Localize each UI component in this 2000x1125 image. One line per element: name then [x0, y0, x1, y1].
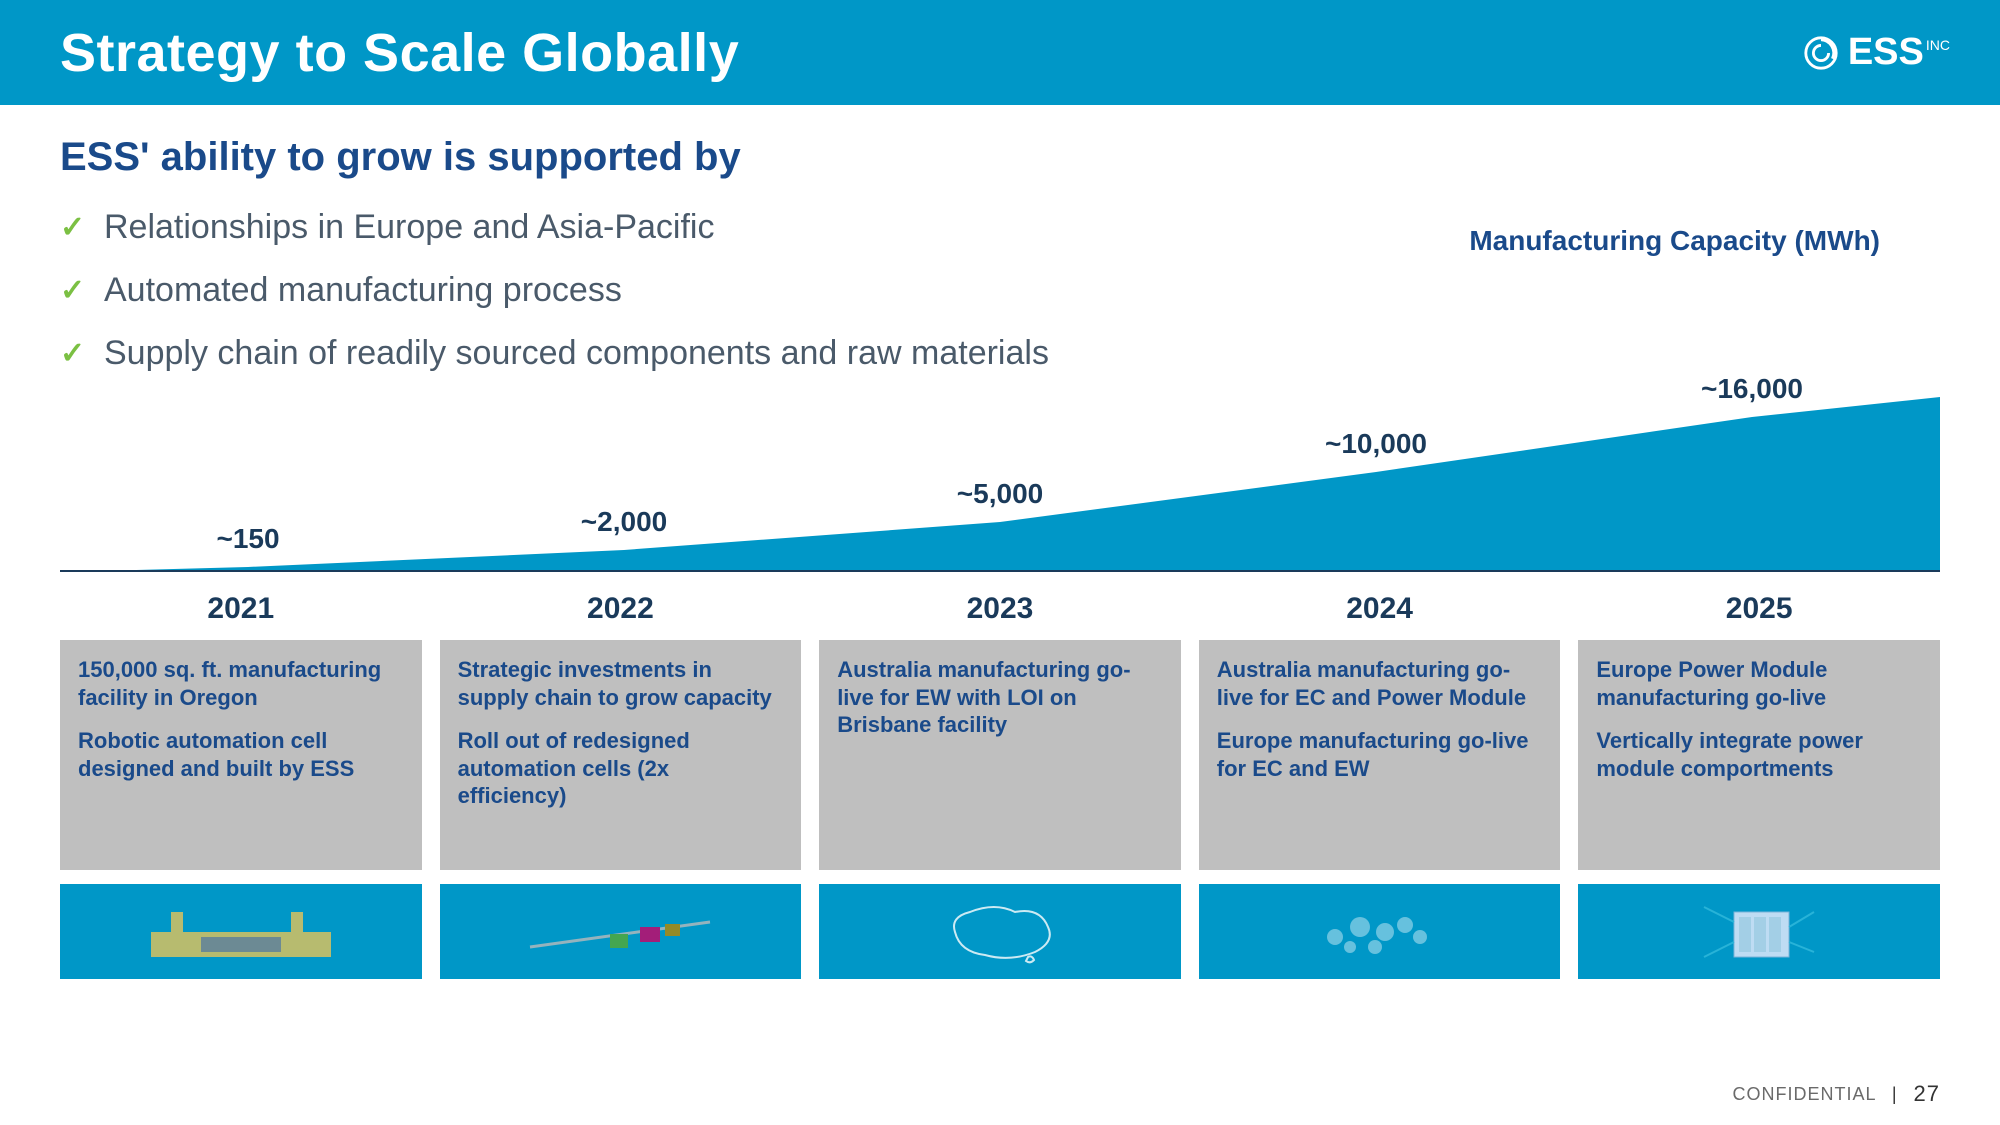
year-label: 2023 [819, 592, 1181, 626]
bullet-item: Automated manufacturing process [60, 271, 1940, 310]
year-column: 2021 150,000 sq. ft. manufacturing facili… [60, 578, 422, 979]
year-image-australia-icon [819, 884, 1181, 979]
page-title: Strategy to Scale Globally [60, 22, 739, 84]
footer-divider: | [1892, 1084, 1898, 1104]
year-description-box: Australia manufacturing go-live for EW w… [819, 640, 1181, 870]
year-column: 2025 Europe Power Module manufacturing go… [1578, 578, 1940, 979]
year-column: 2023 Australia manufacturing go-live for … [819, 578, 1181, 979]
logo-text: ESS [1848, 31, 1924, 73]
year-description-box: Europe Power Module manufacturing go-liv… [1578, 640, 1940, 870]
year-label: 2025 [1578, 592, 1940, 626]
logo-sup: INC [1926, 37, 1950, 53]
year-description-line: Europe Power Module manufacturing go-liv… [1596, 656, 1922, 711]
year-label: 2024 [1199, 592, 1561, 626]
year-description-line: Robotic automation cell designed and bui… [78, 727, 404, 782]
chart-baseline [60, 570, 1940, 572]
chart-value-label: ~5,000 [957, 478, 1043, 510]
year-description-line: Australia manufacturing go-live for EW w… [837, 656, 1163, 739]
year-description-line: 150,000 sq. ft. manufacturing facility i… [78, 656, 404, 711]
year-column: 2024 Australia manufacturing go-live for … [1199, 578, 1561, 979]
year-description-box: Australia manufacturing go-live for EC a… [1199, 640, 1561, 870]
year-image-factory-icon [60, 884, 422, 979]
slide-body: ESS' ability to grow is supported by Rel… [0, 105, 2000, 979]
footer-label: CONFIDENTIAL [1732, 1084, 1875, 1104]
subtitle: ESS' ability to grow is supported by [60, 135, 1940, 180]
footer: CONFIDENTIAL | 27 [1732, 1081, 1940, 1107]
capacity-chart: ~150~2,000~5,000~10,000~16,000 [60, 397, 1940, 572]
year-image-conveyor-icon [440, 884, 802, 979]
year-description-line: Roll out of redesigned automation cells … [458, 727, 784, 810]
chart-value-label: ~150 [216, 523, 279, 555]
logo: ESSINC [1802, 31, 1950, 74]
year-description-line: Europe manufacturing go-live for EC and … [1217, 727, 1543, 782]
chart-value-label: ~10,000 [1325, 428, 1427, 460]
year-description-box: Strategic investments in supply chain to… [440, 640, 802, 870]
year-label: 2021 [60, 592, 422, 626]
years-row: 2021 150,000 sq. ft. manufacturing facili… [60, 578, 1940, 979]
year-description-line: Strategic investments in supply chain to… [458, 656, 784, 711]
year-description-line: Australia manufacturing go-live for EC a… [1217, 656, 1543, 711]
year-label: 2022 [440, 592, 802, 626]
page-number: 27 [1914, 1081, 1940, 1106]
year-description-box: 150,000 sq. ft. manufacturing facility i… [60, 640, 422, 870]
chart-value-labels: ~150~2,000~5,000~10,000~16,000 [60, 397, 1940, 572]
chart-value-label: ~16,000 [1701, 373, 1803, 405]
bullet-item: Supply chain of readily sourced componen… [60, 334, 1940, 373]
chart-title: Manufacturing Capacity (MWh) [1469, 225, 1880, 257]
header-bar: Strategy to Scale Globally ESSINC [0, 0, 2000, 105]
year-image-europe-icon [1199, 884, 1561, 979]
logo-swirl-icon [1802, 34, 1840, 72]
year-image-module-icon [1578, 884, 1940, 979]
year-description-line: Vertically integrate power module compor… [1596, 727, 1922, 782]
chart-value-label: ~2,000 [581, 506, 667, 538]
year-column: 2022 Strategic investments in supply chai… [440, 578, 802, 979]
